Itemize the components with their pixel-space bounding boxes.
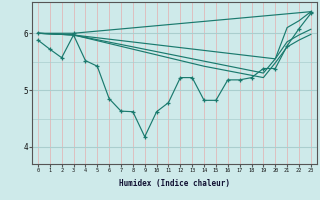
X-axis label: Humidex (Indice chaleur): Humidex (Indice chaleur) xyxy=(119,179,230,188)
